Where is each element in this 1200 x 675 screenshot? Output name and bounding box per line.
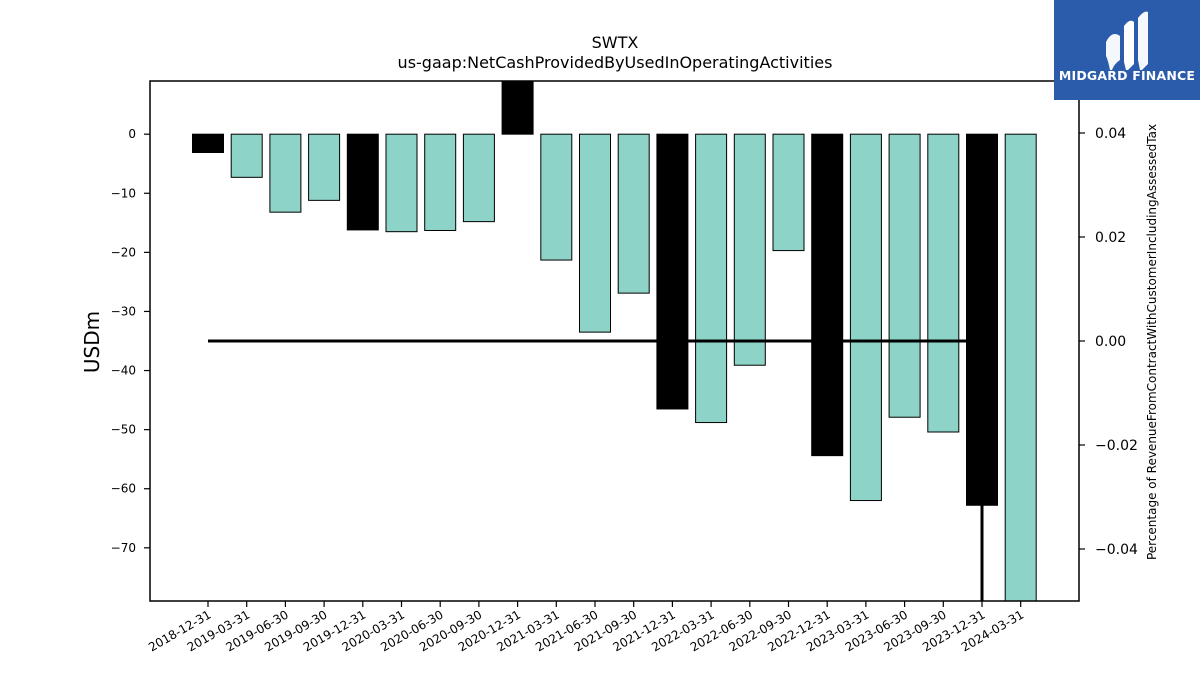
- ratio-line: [208, 339, 984, 601]
- bar-2023-06-30: [888, 133, 921, 418]
- bar-2019-09-30: [308, 133, 341, 201]
- y2-axis: 0.04 0.02 0.00 −0.02 −0.04: [1079, 126, 1138, 558]
- chart-title: SWTX: [592, 33, 639, 52]
- chart-subtitle: us-gaap:NetCashProvidedByUsedInOperating…: [398, 53, 833, 72]
- bar-2019-03-31: [230, 133, 263, 178]
- bar-2020-09-30: [462, 133, 495, 223]
- y2-tick-label: 0.02: [1095, 230, 1126, 246]
- bar-2021-06-30: [579, 133, 611, 333]
- bars-group: [192, 80, 1037, 602]
- y-tick-label: −20: [111, 245, 136, 259]
- bar-2023-03-31: [849, 133, 882, 502]
- y2-tick-label: 0.00: [1095, 334, 1126, 350]
- bar-2021-09-30: [617, 133, 650, 294]
- y-tick-label: −60: [111, 482, 136, 496]
- midgard-logo-icon: [1106, 11, 1148, 71]
- bar-2023-09-30: [927, 133, 960, 433]
- bar-2020-12-31: [501, 80, 534, 135]
- midgard-logo: MIDGARD FINANCE: [1054, 0, 1200, 100]
- bar-2019-06-30: [269, 133, 302, 213]
- y2-axis-label: Percentage of RevenueFromContractWithCus…: [1145, 124, 1159, 560]
- y-axis: 0 −10 −20 −30 −40 −50 −60 −70: [111, 127, 150, 555]
- bar-2018-12-31: [192, 133, 224, 154]
- y-tick-label: −50: [111, 423, 136, 437]
- y2-tick-label: −0.02: [1095, 438, 1138, 454]
- bar-2024-03-31: [1004, 133, 1037, 602]
- y-tick-label: −10: [111, 186, 136, 200]
- y-tick-label: 0: [128, 127, 136, 141]
- y2-tick-label: −0.04: [1095, 542, 1138, 558]
- bar-2022-12-31: [811, 133, 844, 457]
- logo-text: MIDGARD FINANCE: [1058, 68, 1196, 83]
- bar-2019-12-31: [346, 133, 379, 231]
- bar-2022-06-30: [733, 133, 766, 366]
- bar-2021-03-31: [540, 133, 573, 261]
- bar-2022-09-30: [772, 133, 805, 252]
- y2-tick-label: 0.04: [1095, 126, 1126, 142]
- bar-2022-03-31: [695, 133, 728, 424]
- y-axis-label: USDm: [80, 311, 104, 373]
- bar-2021-12-31: [656, 133, 689, 410]
- ratio-line-group: [208, 339, 984, 601]
- bar-2020-03-31: [385, 133, 418, 233]
- bar-2020-06-30: [424, 133, 457, 232]
- y-tick-label: −70: [111, 541, 136, 555]
- y-tick-label: −30: [111, 304, 136, 318]
- x-axis: 2018-12-312019-03-312019-06-302019-09-30…: [146, 601, 1026, 654]
- y-tick-label: −40: [111, 364, 136, 378]
